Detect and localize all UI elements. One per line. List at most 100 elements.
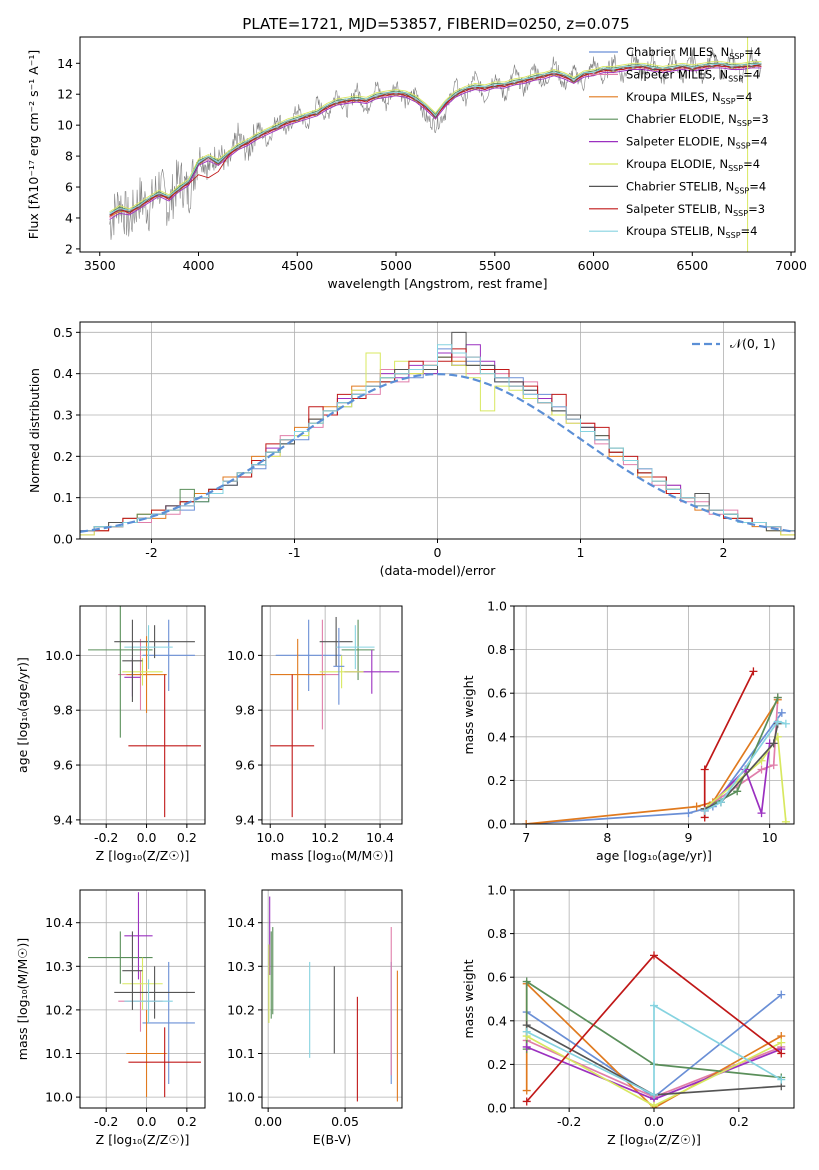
y-tick-label: 0.4: [487, 729, 507, 744]
legend-label: Chabrier ELODIE, NSSP=3: [626, 112, 769, 128]
legend-label: 𝒩(0, 1): [730, 336, 776, 351]
spectrum-model-line: [109, 62, 762, 214]
x-tick-label: 10: [762, 830, 778, 845]
y-tick-label: 6: [65, 180, 73, 195]
y-tick-label: 0.8: [487, 642, 507, 657]
y-tick-label: 10.1: [227, 1046, 255, 1061]
legend-label: Kroupa MILES, NSSP=4: [626, 90, 752, 106]
y-tick-label: 0.6: [487, 970, 507, 985]
x-tick-label: 10.2: [311, 830, 339, 845]
y-tick-label: 2: [65, 241, 73, 256]
legend-label: Salpeter MILES, NSSP=4: [626, 67, 760, 83]
y-tick-label: 10.3: [227, 959, 255, 974]
x-tick-label: 0.0: [137, 1114, 157, 1129]
weight-marker: [733, 787, 742, 796]
legend: Chabrier MILES, NSSP=4 Salpeter MILES, NS…: [589, 45, 769, 240]
y-tick-label: 10.4: [227, 915, 255, 930]
y-tick-label: 8: [65, 149, 73, 164]
figure-title: PLATE=1721, MJD=53857, FIBERID=0250, z=0…: [242, 15, 629, 33]
y-tick-label: 10.3: [45, 959, 73, 974]
y-axis-label: mass [log₁₀(M/M☉)]: [15, 938, 30, 1060]
y-tick-label: 0.4: [487, 1013, 507, 1028]
x-tick-label: 8: [603, 830, 611, 845]
weight-marker: [684, 809, 693, 818]
weight-marker: [522, 977, 531, 986]
weight-marker: [781, 719, 790, 728]
weight-marker: [749, 667, 758, 676]
x-tick-label: 7000: [775, 258, 807, 273]
weight-line: [526, 1004, 782, 1097]
legend-label: Chabrier MILES, NSSP=4: [626, 45, 761, 61]
legend-label: Salpeter STELIB, NSSP=3: [626, 202, 765, 218]
weight-line: [704, 723, 779, 810]
axes-age_vs_mass: 10.0 10.2 10.4 9.4 9.6 9.8 10.0 mass [log₁₀(M/M…: [227, 605, 403, 863]
x-tick-label: -2: [145, 545, 157, 560]
weight-marker: [773, 693, 782, 702]
x-axis-label: Z [log₁₀(Z/Z☉)]: [96, 1132, 190, 1147]
axes-frame: [79, 36, 796, 253]
spectrum-model-line: [109, 61, 762, 213]
weight-marker: [777, 708, 786, 717]
x-tick-label: 2: [720, 545, 728, 560]
plot-content: [514, 890, 794, 1108]
x-tick-label: 7: [522, 830, 530, 845]
x-axis-label: wavelength [Angstrom, rest frame]: [327, 276, 547, 291]
y-tick-label: 9.4: [235, 812, 255, 827]
y-tick-label: 4: [65, 210, 73, 225]
y-tick-label: 10.4: [45, 915, 73, 930]
x-tick-label: -0.2: [94, 1114, 118, 1129]
plot-content: [80, 890, 205, 1108]
plot-content: [80, 322, 795, 539]
weight-marker: [522, 1086, 531, 1095]
y-tick-label: 1.0: [487, 883, 507, 898]
y-axis-label: Normed distribution: [27, 368, 42, 493]
legend-label: Chabrier STELIB, NSSP=4: [626, 179, 766, 195]
legend-label: Kroupa ELODIE, NSSP=4: [626, 157, 760, 173]
y-tick-label: 9.4: [53, 812, 73, 827]
x-tick-label: 6500: [676, 258, 708, 273]
x-tick-label: 6000: [578, 258, 610, 273]
weight-marker: [700, 765, 709, 774]
plot-content: [262, 606, 402, 824]
x-tick-label: 1: [577, 545, 585, 560]
spectrum-model-line: [109, 67, 762, 220]
plot-content: [514, 606, 794, 824]
x-tick-label: -1: [288, 545, 300, 560]
axes-mass_weight_vs_Z: -0.2 0.0 0.2 0.0 0.2 0.4 0.6 0.8 1.0 Z [log₁₀(Z/Z…: [461, 883, 795, 1147]
x-tick-label: 4000: [183, 258, 215, 273]
x-tick-label: 10.4: [366, 830, 394, 845]
spectrum-model-line: [109, 62, 762, 214]
axes-mass_vs_EBV: 0.00 0.05 10.0 10.1 10.2 10.3 10.4 E(B-V): [227, 889, 403, 1147]
x-tick-label: 0: [434, 545, 442, 560]
x-axis-label: (data-model)/error: [380, 563, 497, 578]
weight-marker: [650, 1090, 658, 1099]
weight-line: [704, 720, 787, 812]
weight-marker: [757, 809, 766, 818]
x-tick-label: 5500: [479, 258, 511, 273]
x-tick-label: -0.2: [94, 830, 118, 845]
y-axis-label: age [log₁₀(age/yr)]: [15, 657, 30, 773]
weight-line: [704, 743, 771, 814]
weight-marker: [777, 990, 786, 999]
weight-marker: [650, 951, 658, 960]
weight-marker: [757, 765, 766, 774]
y-tick-label: 10.0: [45, 1090, 73, 1105]
legend-label: Salpeter ELODIE, NSSP=4: [626, 135, 768, 151]
weight-line: [526, 712, 783, 824]
histogram-step: [80, 344, 795, 532]
weight-marker: [522, 1042, 531, 1051]
y-tick-label: 9.6: [53, 758, 73, 773]
axes-frame: [261, 889, 403, 1109]
x-tick-label: -0.2: [557, 1114, 581, 1129]
axes-frame: [261, 605, 403, 825]
weight-marker: [700, 806, 709, 815]
weight-marker: [692, 802, 701, 811]
y-tick-label: 10.0: [45, 648, 73, 663]
y-tick-label: 10: [57, 118, 73, 133]
y-tick-label: 0.2: [487, 1057, 507, 1072]
axes-frame: [513, 605, 795, 825]
y-tick-label: 0.2: [487, 773, 507, 788]
x-axis-label: age [log₁₀(age/yr)]: [596, 848, 712, 863]
y-tick-label: 0.6: [487, 686, 507, 701]
plot-area: Chabrier MILES, NSSP=4 Salpeter MILES, NS…: [15, 36, 807, 1147]
